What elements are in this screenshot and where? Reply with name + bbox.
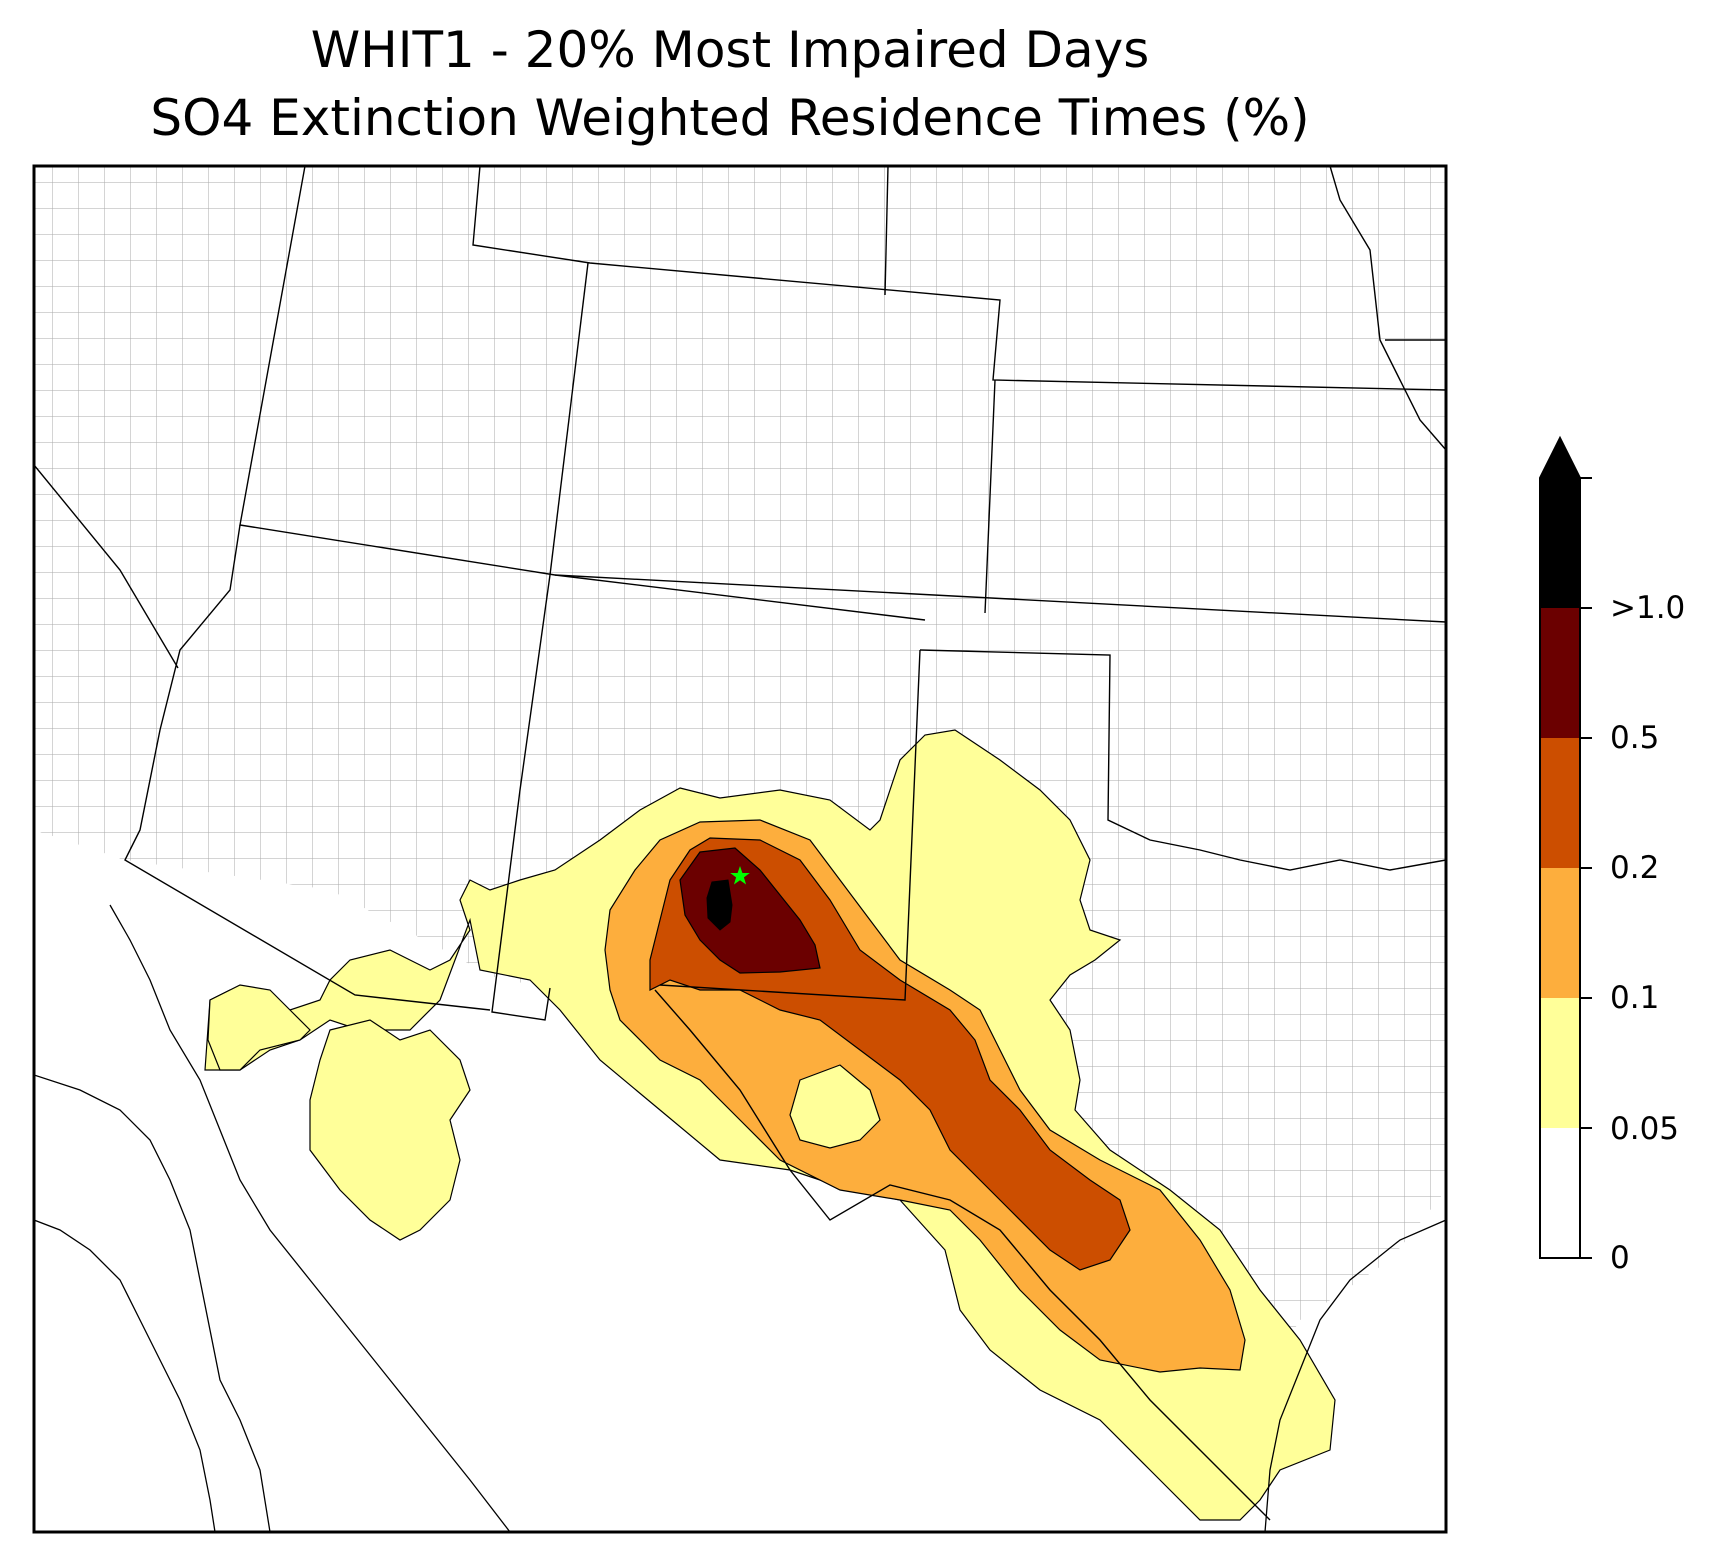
contour-hole — [789, 1064, 881, 1149]
colorbar-bin-2 — [1540, 868, 1580, 998]
colorbar-extend-arrow — [1540, 438, 1580, 478]
colorbar-bin-5 — [1540, 478, 1580, 608]
contour-0.5 — [679, 847, 821, 974]
mexico-coastline — [34, 904, 1446, 1532]
map-content — [34, 166, 1446, 1532]
colorbar-tick-4: 0.5 — [1610, 720, 1660, 756]
contour-gt-1.0 — [706, 879, 733, 931]
colorbar-tick-1: 0.05 — [1610, 1111, 1680, 1147]
state-boundaries — [34, 166, 1446, 1521]
colorbar-bin-3 — [1540, 738, 1580, 868]
chart-title-line-2: SO4 Extinction Weighted Residence Times … — [150, 89, 1310, 147]
colorbar-tick-0: 0 — [1610, 1240, 1630, 1276]
colorbar-tick-3: 0.2 — [1610, 850, 1660, 886]
colorbar-tick-2: 0.1 — [1610, 980, 1660, 1016]
map-frame — [32, 164, 1448, 1534]
site-star-marker — [730, 866, 750, 885]
chart-title-line-1: WHIT1 - 20% Most Impaired Days — [310, 21, 1150, 79]
colorbar-bin-1 — [1540, 998, 1580, 1128]
colorbar-bin-0 — [1540, 1128, 1580, 1258]
colorbar-bin-4 — [1540, 608, 1580, 738]
colorbar-tick-5: >1.0 — [1610, 590, 1686, 626]
colorbar — [1539, 435, 1592, 1259]
colorbar-frame — [1539, 435, 1581, 1259]
